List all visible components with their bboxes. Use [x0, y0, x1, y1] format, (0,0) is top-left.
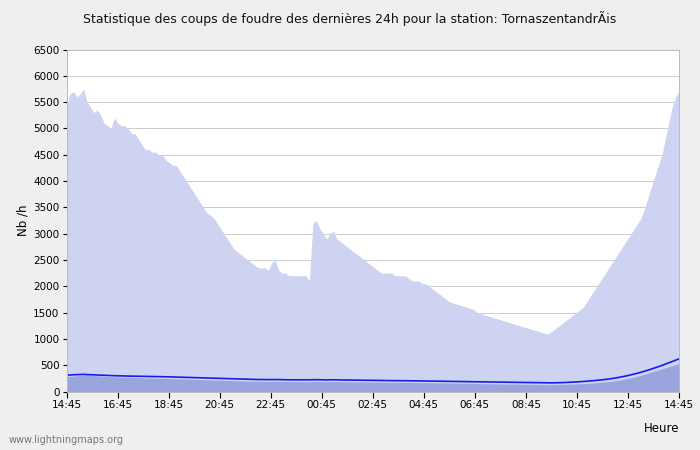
Text: Heure: Heure [643, 422, 679, 435]
Text: www.lightningmaps.org: www.lightningmaps.org [8, 435, 123, 445]
Y-axis label: Nb /h: Nb /h [16, 205, 29, 236]
Text: Statistique des coups de foudre des dernières 24h pour la station: Tornaszentand: Statistique des coups de foudre des dern… [83, 11, 617, 26]
